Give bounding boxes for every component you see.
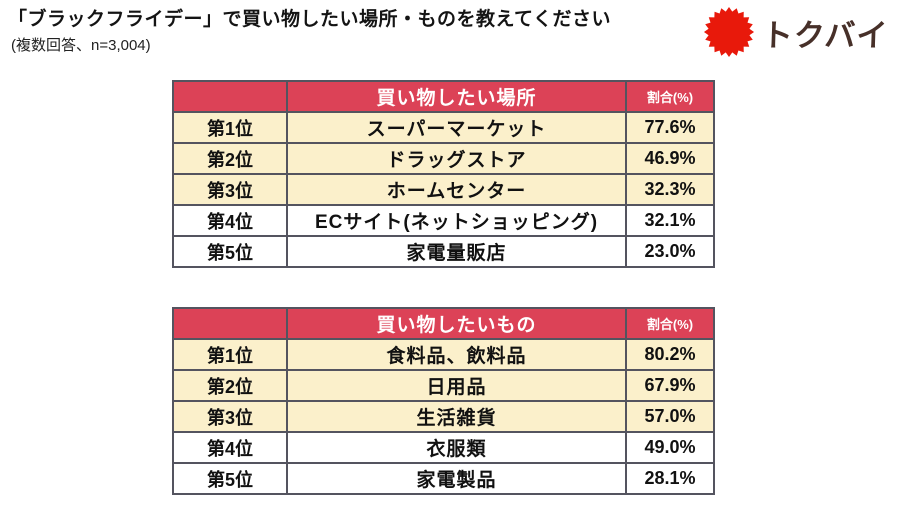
rank-cell: 第3位 — [172, 173, 288, 206]
item-cell: 衣服類 — [286, 431, 627, 464]
rank-cell: 第3位 — [172, 400, 288, 433]
table-title: 買い物したい場所 — [286, 80, 627, 113]
goods-ranking-table: 買い物したいもの 割合(%) 第1位 食料品、飲料品 80.2% 第2位 日用品… — [172, 307, 715, 495]
rank-cell: 第2位 — [172, 369, 288, 402]
ratio-column-header: 割合(%) — [625, 80, 715, 113]
rank-cell: 第5位 — [172, 462, 288, 495]
rank-cell: 第2位 — [172, 142, 288, 175]
item-cell: 家電製品 — [286, 462, 627, 495]
value-cell: 23.0% — [625, 235, 715, 268]
value-cell: 67.9% — [625, 369, 715, 402]
rank-cell: 第4位 — [172, 204, 288, 237]
table-header-row: 買い物したいもの 割合(%) — [172, 307, 715, 340]
item-cell: ホームセンター — [286, 173, 627, 206]
header: 「ブラックフライデー」で買い物したい場所・ものを教えてください (複数回答、n=… — [8, 7, 611, 55]
value-cell: 57.0% — [625, 400, 715, 433]
value-cell: 80.2% — [625, 338, 715, 371]
table-row: 第3位 ホームセンター 32.3% — [172, 173, 715, 206]
table-row: 第3位 生活雑貨 57.0% — [172, 400, 715, 433]
item-cell: スーパーマーケット — [286, 111, 627, 144]
item-cell: 食料品、飲料品 — [286, 338, 627, 371]
survey-note: (複数回答、n=3,004) — [11, 36, 151, 54]
value-cell: 32.3% — [625, 173, 715, 206]
table-row: 第4位 ECサイト(ネットショッピング) 32.1% — [172, 204, 715, 237]
place-ranking-table: 買い物したい場所 割合(%) 第1位 スーパーマーケット 77.6% 第2位 ド… — [172, 80, 715, 268]
page-title: 「ブラックフライデー」で買い物したい場所・ものを教えてください — [8, 9, 611, 30]
item-cell: 日用品 — [286, 369, 627, 402]
tokubai-logo: トクバイ — [703, 6, 889, 58]
table-row: 第4位 衣服類 49.0% — [172, 431, 715, 464]
rank-cell: 第1位 — [172, 338, 288, 371]
item-cell: 家電量販店 — [286, 235, 627, 268]
rank-cell: 第4位 — [172, 431, 288, 464]
value-cell: 32.1% — [625, 204, 715, 237]
table-row: 第2位 ドラッグストア 46.9% — [172, 142, 715, 175]
table-row: 第1位 食料品、飲料品 80.2% — [172, 338, 715, 371]
table-header-row: 買い物したい場所 割合(%) — [172, 80, 715, 113]
starburst-icon — [703, 6, 754, 58]
rank-column-header — [172, 80, 288, 113]
item-cell: ドラッグストア — [286, 142, 627, 175]
rank-cell: 第5位 — [172, 235, 288, 268]
item-cell: 生活雑貨 — [286, 400, 627, 433]
value-cell: 49.0% — [625, 431, 715, 464]
brand-name: トクバイ — [760, 17, 889, 53]
rank-cell: 第1位 — [172, 111, 288, 144]
value-cell: 77.6% — [625, 111, 715, 144]
table-title: 買い物したいもの — [286, 307, 627, 340]
rank-column-header — [172, 307, 288, 340]
value-cell: 28.1% — [625, 462, 715, 495]
table-row: 第1位 スーパーマーケット 77.6% — [172, 111, 715, 144]
item-cell: ECサイト(ネットショッピング) — [286, 204, 627, 237]
table-row: 第5位 家電製品 28.1% — [172, 462, 715, 495]
value-cell: 46.9% — [625, 142, 715, 175]
table-row: 第5位 家電量販店 23.0% — [172, 235, 715, 268]
table-row: 第2位 日用品 67.9% — [172, 369, 715, 402]
ratio-column-header: 割合(%) — [625, 307, 715, 340]
